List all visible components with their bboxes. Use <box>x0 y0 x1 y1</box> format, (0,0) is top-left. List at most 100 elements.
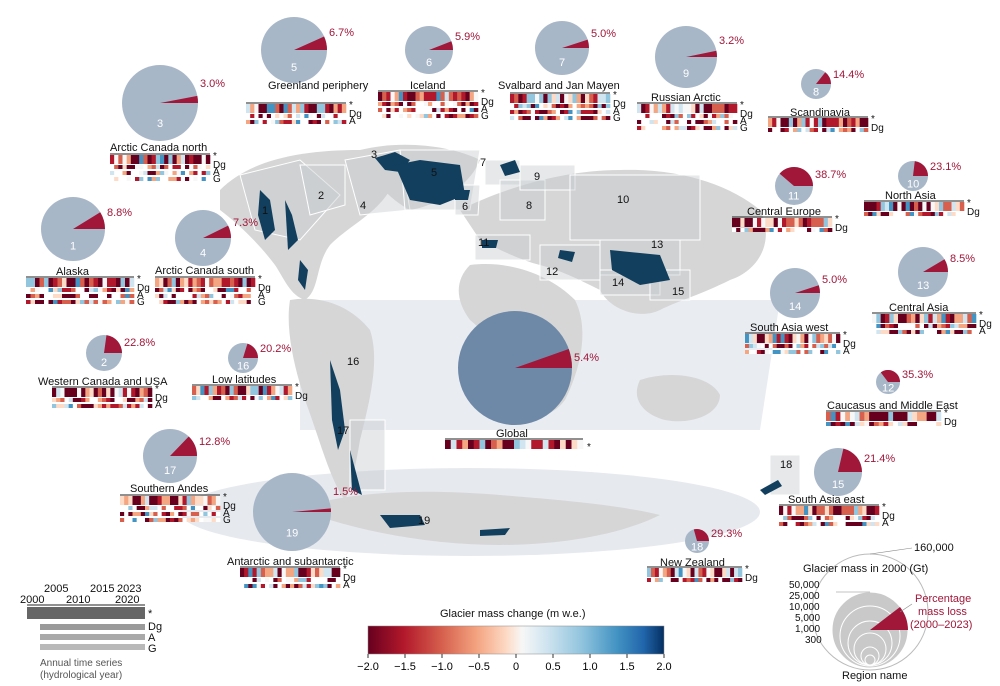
region-north-asia-strip-cell <box>959 212 965 216</box>
region-south-asia-east-strip-cell <box>820 522 826 526</box>
region-western-canada-usa-strip-cell <box>110 388 115 397</box>
region-svalbard-strip-cell <box>547 110 552 114</box>
region-central-asia-strip-cell <box>937 330 942 334</box>
region-antarctic-row-2: A <box>343 580 350 591</box>
time-years-bottom-1: 2010 <box>66 594 91 606</box>
region-central-europe-strip-cell <box>790 228 795 232</box>
region-arctic-canada-north-strip-cell <box>122 155 127 164</box>
region-iceland-row-3: G <box>481 111 489 122</box>
region-central-europe-strip-cell <box>769 228 774 232</box>
region-arctic-canada-south-strip-cell <box>163 300 168 304</box>
region-greenland-periphery-row-2: A <box>349 116 356 127</box>
region-arctic-canada-south-strip-cell <box>250 300 256 304</box>
region-iceland-pie-loss-wedge <box>429 41 453 50</box>
region-arctic-canada-north-strip-cell <box>201 155 207 164</box>
region-north-asia-strip-cell <box>951 202 956 211</box>
map-num-11: 11 <box>478 237 489 249</box>
region-arctic-canada-north-name: Arctic Canada north <box>110 142 208 154</box>
region-western-canada-usa-strip-cell <box>52 388 57 397</box>
region-central-asia-strip-cell <box>876 324 881 328</box>
colorbar-tick-label: −1.5 <box>394 661 416 673</box>
region-arctic-canada-south-strip-cell <box>242 288 247 292</box>
region-arctic-canada-south-strip-cell <box>159 288 164 292</box>
region-southern-andes-strip-cell <box>215 512 221 516</box>
region-arctic-canada-north-strip-cell <box>168 171 173 175</box>
region-arctic-canada-north-strip-cell <box>143 171 148 175</box>
region-russian-arctic-strip-cell <box>641 126 646 130</box>
region-alaska-strip-cell <box>35 288 40 292</box>
global-strip-cell <box>577 440 584 449</box>
global-pct: 5.4% <box>574 352 600 364</box>
region-south-asia-east-row-2: A <box>882 518 889 529</box>
region-alaska-strip-cell <box>35 300 40 304</box>
region-antarctic-strip-cell <box>306 568 312 577</box>
region-low-latitudes-strip-cell <box>208 386 214 395</box>
region-antarctic-strip-cell <box>244 568 249 577</box>
region-antarctic-strip-cell <box>327 578 332 582</box>
region-south-asia-west-strip-cell <box>804 334 809 343</box>
region-arctic-canada-north-strip-cell <box>189 165 194 169</box>
region-iceland-strip-cell <box>386 114 391 118</box>
region-western-canada-usa-strip-cell <box>102 398 107 402</box>
region-south-asia-east-strip-cell <box>874 522 880 526</box>
time-years-top-2: 2023 <box>117 583 142 595</box>
region-alaska-strip-cell <box>26 288 31 292</box>
region-alaska-strip-cell <box>39 294 45 298</box>
region-arctic-canada-south-strip-cell <box>155 288 160 292</box>
region-iceland-strip-cell <box>440 114 445 118</box>
region-arctic-canada-south-strip-cell <box>230 278 235 287</box>
region-iceland-strip-cell <box>440 92 445 101</box>
region-arctic-canada-north-strip-cell <box>130 177 136 181</box>
region-russian-arctic-strip-cell <box>691 104 696 113</box>
region-central-asia-number: 13 <box>917 280 929 292</box>
region-south-asia-east-strip-cell <box>845 506 851 515</box>
region-iceland-strip-cell <box>390 114 395 118</box>
region-southern-andes-strip-cell <box>149 506 154 510</box>
map-num-13: 13 <box>651 239 663 251</box>
region-central-asia-strip-cell <box>958 324 964 328</box>
region-arctic-canada-north-strip-cell <box>139 177 144 181</box>
region-south-asia-east-strip-cell <box>874 506 880 515</box>
region-south-asia-east-strip-cell <box>837 506 842 515</box>
region-arctic-canada-south-strip-cell <box>184 288 189 292</box>
region-scandinavia-strip-cell <box>813 118 819 127</box>
region-iceland-name: Iceland <box>410 80 446 92</box>
region-scandinavia-row-0: * <box>871 114 875 125</box>
region-southern-andes-strip-cell <box>190 506 196 510</box>
region-central-europe-strip-cell <box>811 228 816 232</box>
colorbar-ticks: −2.0 −1.5 −1.0 −0.5 0 0.5 1.0 1.5 2.0 <box>357 654 672 673</box>
region-antarctic-strip-cell <box>290 568 295 577</box>
region-north-asia-strip-cell <box>947 202 952 211</box>
region-russian-arctic-strip-cell <box>712 126 717 130</box>
region-western-canada-usa-strip-cell <box>106 388 111 397</box>
region-new-zealand-strip-cell <box>647 578 652 582</box>
region-caucasus-strip-cell <box>931 412 937 421</box>
region-western-canada-usa-strip-cell <box>135 404 140 408</box>
region-southern-andes-strip-cell <box>199 518 204 522</box>
region-south-asia-west-strip-cell <box>832 350 837 354</box>
region-iceland-strip-cell <box>411 114 416 118</box>
region-greenland-periphery-strip-cell <box>266 120 272 124</box>
region-south-asia-east-strip-cell <box>799 522 805 526</box>
region-south-asia-east-strip-cell <box>791 506 796 515</box>
region-iceland-strip-cell <box>453 102 458 106</box>
colorbar-tick-label: 0.5 <box>545 661 560 673</box>
region-scandinavia-strip-cell <box>784 128 790 132</box>
region-central-asia-strip-cell <box>876 330 881 334</box>
region-scandinavia-strip-cell <box>801 118 806 127</box>
region-russian-arctic-strip-cell <box>670 126 675 130</box>
region-iceland-strip-cell <box>394 108 400 112</box>
region-arctic-canada-south-strip-cell <box>155 278 160 287</box>
size-tick-5000: 5,000 <box>795 613 821 624</box>
region-north-asia-strip-cell <box>864 212 869 216</box>
region-scandinavia-strip-cell <box>772 128 777 132</box>
region-north-asia-strip-cell <box>939 212 944 216</box>
region-antarctic-strip-cell <box>281 578 287 582</box>
region-antarctic-strip-cell <box>273 568 278 577</box>
region-central-asia-strip-cell <box>919 330 925 334</box>
region-south-asia-east-strip-cell <box>783 506 788 515</box>
region-antarctic-strip-cell <box>265 578 270 582</box>
region-iceland-strip-cell <box>457 102 462 106</box>
region-arctic-canada-south-strip-cell <box>238 294 243 298</box>
